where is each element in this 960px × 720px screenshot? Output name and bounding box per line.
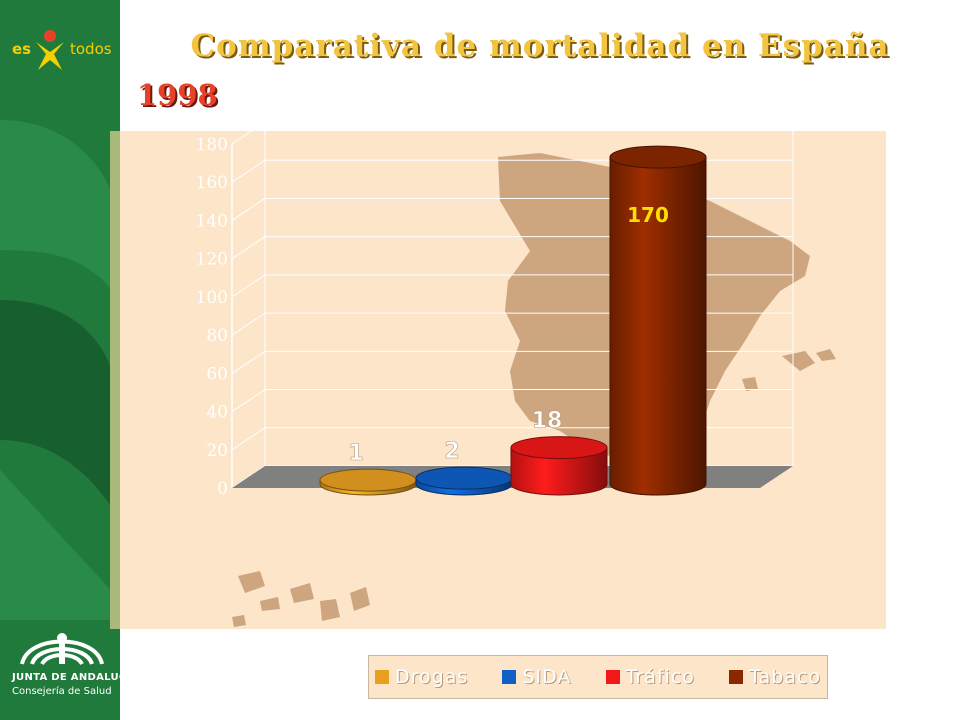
bar-tráfico [510, 436, 608, 496]
bar-tabaco [609, 145, 707, 496]
bar-top [609, 145, 707, 169]
sidebar: es todos JUNTA DE ANDALUCIA Consejería d… [0, 0, 138, 720]
logo-todos-text: todos [70, 40, 112, 58]
junta-emblem-icon [20, 633, 104, 666]
bar-body [510, 447, 608, 496]
gridline-diagonal [231, 389, 266, 412]
y-tick-label: 60 [206, 364, 228, 384]
es-de-todos-logo: es todos [10, 28, 112, 78]
y-tick-label: 80 [206, 326, 228, 346]
chart-panel: 0 20 40 60 80 100 120 140 160 180 1 2 18 170 Drogas S… [110, 131, 886, 699]
bar-top [415, 466, 513, 490]
legend-swatch [375, 670, 389, 684]
y-axis: 0 20 40 60 80 100 120 140 160 180 [196, 131, 794, 499]
data-label-tráfico: 18 [532, 409, 563, 434]
legend-label: Tráfico [625, 666, 695, 688]
y-tick-label: 120 [196, 250, 228, 270]
legend-label: Drogas [395, 666, 469, 688]
bar-body [609, 156, 707, 496]
data-labels: 1 2 18 170 [348, 203, 669, 466]
y-tick-label: 100 [196, 288, 228, 308]
legend-label: Tabaco [749, 666, 821, 688]
y-tick-label: 40 [206, 403, 228, 423]
org-name: JUNTA DE ANDALUCIA [12, 672, 139, 683]
year-label: 1998 [137, 78, 218, 112]
legend-item-drogas: Drogas [375, 666, 468, 688]
bar-top [319, 468, 417, 492]
legend-swatch [502, 670, 517, 684]
bar-top [510, 436, 608, 460]
data-label-drogas: 1 [348, 441, 363, 466]
y-tick-label: 180 [196, 135, 228, 155]
legend-item-sida: SIDA [502, 666, 571, 688]
balearic-islands-shape [742, 349, 836, 391]
legend-label: SIDA [522, 666, 572, 688]
bar-drogas [319, 468, 417, 496]
chart: 0 20 40 60 80 100 120 140 160 180 1 2 18 170 [196, 131, 836, 627]
y-tick-label: 140 [196, 211, 228, 231]
logo-es-text: es [12, 40, 32, 58]
gridline-diagonal [231, 159, 266, 183]
page-title: Comparativa de mortalidad en España [190, 28, 890, 64]
canary-islands-shape [232, 571, 370, 627]
gridline-diagonal [231, 236, 266, 260]
bars [319, 145, 707, 496]
panel-accent-bar [110, 131, 120, 629]
gridline-diagonal [231, 350, 266, 374]
gridline-diagonal [231, 427, 266, 451]
y-tick-label: 20 [206, 441, 228, 461]
data-label-sida: 2 [444, 439, 459, 464]
junta-andalucia-logo: JUNTA DE ANDALUCIA Consejería de Salud [8, 620, 138, 710]
logo-figure-icon [36, 30, 64, 70]
dept-name: Consejería de Salud [12, 686, 112, 697]
legend-swatch [729, 670, 744, 684]
legend-swatch [605, 670, 620, 684]
bar-sida [415, 466, 513, 496]
y-tick-label: 160 [196, 173, 228, 193]
y-tick-label: 0 [217, 479, 228, 499]
gridline-diagonal [231, 131, 253, 145]
gridline-diagonal [231, 274, 266, 298]
gridline-diagonal [231, 312, 266, 336]
legend-item-tabaco: Tabaco [729, 666, 821, 688]
legend: Drogas SIDA Tráfico Tabaco [368, 655, 828, 699]
data-label-tabaco: 170 [627, 203, 669, 227]
legend-item-tráfico: Tráfico [605, 666, 695, 688]
sidebar-decoration [0, 120, 120, 620]
gridline-diagonal [231, 198, 266, 221]
